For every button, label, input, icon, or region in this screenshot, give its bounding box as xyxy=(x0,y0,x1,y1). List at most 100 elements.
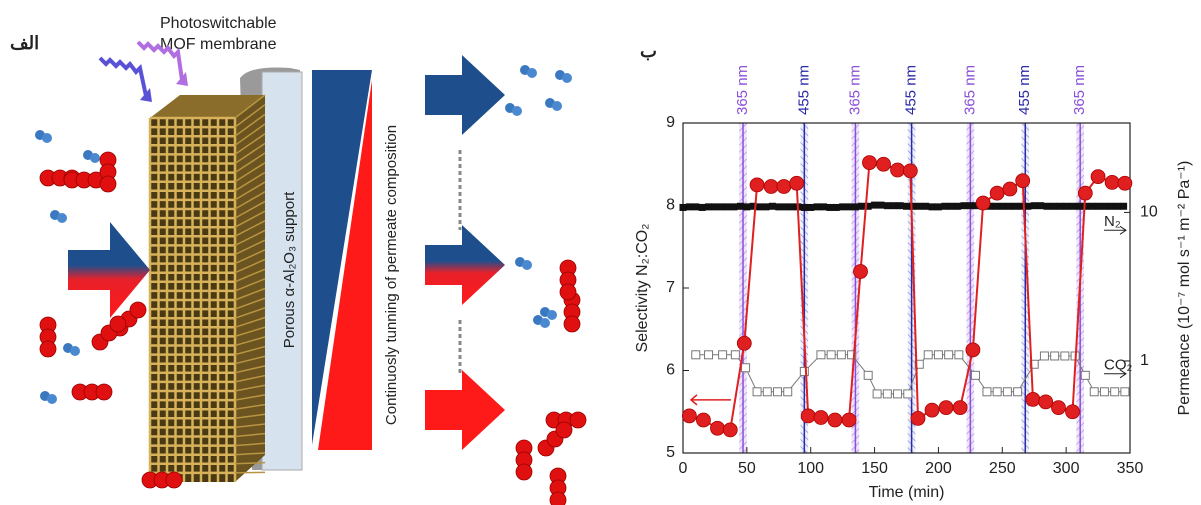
marker xyxy=(1078,186,1092,200)
marker xyxy=(922,203,929,210)
marker xyxy=(788,203,795,210)
marker xyxy=(955,351,963,359)
y-axis-label: Selectivity N₂:CO₂ xyxy=(634,224,651,353)
marker xyxy=(871,202,878,209)
marker xyxy=(993,388,1001,396)
marker xyxy=(846,203,853,210)
marker xyxy=(807,204,814,211)
marker xyxy=(814,203,821,210)
marker xyxy=(1121,388,1129,396)
marker xyxy=(1091,170,1105,184)
marker xyxy=(960,202,967,209)
marker xyxy=(774,388,782,396)
y-tick-label: 9 xyxy=(666,114,675,131)
marker xyxy=(801,204,808,211)
marker xyxy=(737,203,744,210)
marker xyxy=(680,204,687,211)
marker xyxy=(790,176,804,190)
marker xyxy=(894,390,902,398)
arrow-out xyxy=(425,55,505,135)
light-label: 455 nm xyxy=(903,65,920,115)
marker xyxy=(742,364,750,372)
x-tick-label: 150 xyxy=(861,460,888,477)
marker xyxy=(1051,352,1059,360)
y2-axis-label: Permeance (10⁻⁷ mol s⁻¹ m⁻² Pa⁻¹) xyxy=(1176,161,1193,416)
marker xyxy=(934,351,942,359)
marker xyxy=(945,351,953,359)
marker xyxy=(769,203,776,210)
light-label: 365 nm xyxy=(1071,65,1088,115)
marker xyxy=(1120,203,1127,210)
marker xyxy=(1081,371,1089,379)
marker xyxy=(884,202,891,209)
y-tick-label: 7 xyxy=(666,279,675,296)
marker xyxy=(1118,176,1132,190)
light-label: 365 nm xyxy=(846,65,863,115)
marker xyxy=(723,423,737,437)
x-axis-label: Time (min) xyxy=(869,484,945,501)
marker xyxy=(764,180,778,194)
marker xyxy=(731,351,739,359)
lattice-bar xyxy=(235,472,265,473)
molecule-atom xyxy=(522,260,532,270)
support-label: Porous α-Al₂O₃ support xyxy=(281,191,298,348)
y2-tick-label: 10 xyxy=(1140,204,1158,221)
marker xyxy=(743,203,750,210)
marker xyxy=(763,203,770,210)
x-tick-label: 350 xyxy=(1117,460,1144,477)
marker xyxy=(939,401,953,415)
marker xyxy=(837,351,845,359)
marker xyxy=(828,413,842,427)
marker xyxy=(777,180,791,194)
marker xyxy=(862,156,876,170)
x-tick-label: 250 xyxy=(989,460,1016,477)
marker xyxy=(782,203,789,210)
molecule-atom xyxy=(47,394,57,404)
marker xyxy=(967,202,974,209)
molecule-atom xyxy=(42,133,52,143)
marker xyxy=(983,388,991,396)
marker xyxy=(817,351,825,359)
marker xyxy=(1026,392,1040,406)
marker xyxy=(1114,203,1121,210)
marker xyxy=(1014,388,1022,396)
light-label: 455 nm xyxy=(795,65,812,115)
light-label: 455 nm xyxy=(1016,65,1033,115)
light-ray xyxy=(100,58,146,96)
molecule-atom xyxy=(90,153,100,163)
marker xyxy=(992,203,999,210)
marker xyxy=(854,265,868,279)
marker xyxy=(1056,203,1063,210)
marker xyxy=(1012,203,1019,210)
marker xyxy=(705,351,713,359)
marker xyxy=(1003,388,1011,396)
molecule-atom xyxy=(512,106,522,116)
marker xyxy=(696,413,710,427)
marker xyxy=(953,401,967,415)
x-tick-label: 100 xyxy=(797,460,824,477)
marker xyxy=(1051,401,1065,415)
light-label: 365 nm xyxy=(734,65,751,115)
marker xyxy=(1031,202,1038,209)
marker xyxy=(890,202,897,209)
marker xyxy=(1111,388,1119,396)
x-tick-label: 0 xyxy=(679,460,688,477)
molecule-atom xyxy=(96,384,112,400)
marker xyxy=(737,336,751,350)
marker xyxy=(873,390,881,398)
y-tick-label: 8 xyxy=(666,197,675,214)
panel-label: ب xyxy=(640,41,657,61)
marker xyxy=(999,203,1006,210)
marker xyxy=(1016,174,1030,188)
marker xyxy=(990,186,1004,200)
molecule-atom xyxy=(516,464,532,480)
molecule-atom xyxy=(130,302,146,318)
molecule-atom xyxy=(564,316,580,332)
marker xyxy=(710,421,724,435)
marker xyxy=(692,351,700,359)
marker xyxy=(718,203,725,210)
marker xyxy=(1101,203,1108,210)
marker xyxy=(877,202,884,209)
marker xyxy=(1066,405,1080,419)
tuning-label: Continuosly tunning of permeate composit… xyxy=(383,125,400,425)
